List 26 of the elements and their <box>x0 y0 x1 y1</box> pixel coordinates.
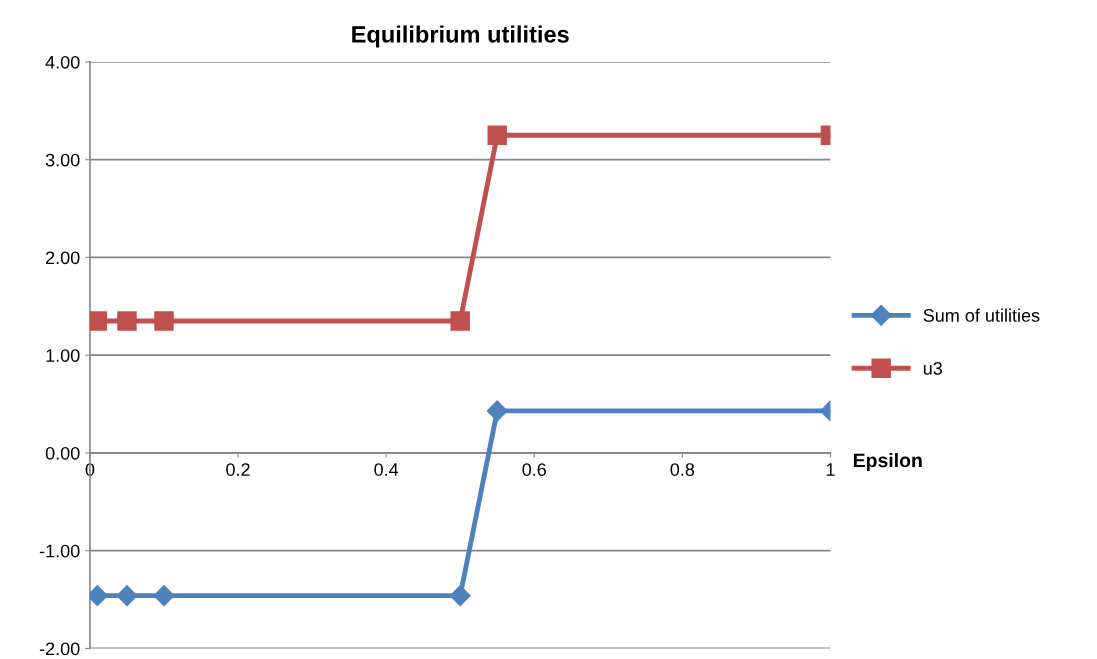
point <box>487 125 507 145</box>
point <box>450 311 470 331</box>
x-tick-label: 0.4 <box>374 463 399 476</box>
point <box>449 585 471 607</box>
point <box>154 311 174 331</box>
x-tick-label: 1 <box>826 463 835 476</box>
y-tick-label: 0.00 <box>45 446 80 460</box>
y-tick-label: 4.00 <box>45 55 80 69</box>
point <box>116 585 138 607</box>
y-tick-label: -1.00 <box>39 544 80 558</box>
x-tick-label: 0.2 <box>226 463 250 476</box>
x-tick-label: 0 <box>85 463 95 476</box>
point <box>89 311 108 331</box>
x-tick-label: 0.6 <box>522 463 546 476</box>
legend-label: u3 <box>923 362 942 375</box>
point <box>486 400 508 422</box>
x-axis-title: Epsilon <box>853 452 922 472</box>
y-tick-label: -2.00 <box>39 642 80 656</box>
x-tick-label: 0.8 <box>670 463 695 476</box>
point <box>153 585 175 607</box>
y-tick-label: 3.00 <box>45 153 80 167</box>
legend-label: Sum of utilities <box>923 308 1040 322</box>
point <box>117 311 137 331</box>
y-tick-label: 2.00 <box>46 251 80 265</box>
y-tick-label: 1.00 <box>46 349 80 362</box>
chart-title: Equilibrium utilities <box>352 25 569 48</box>
